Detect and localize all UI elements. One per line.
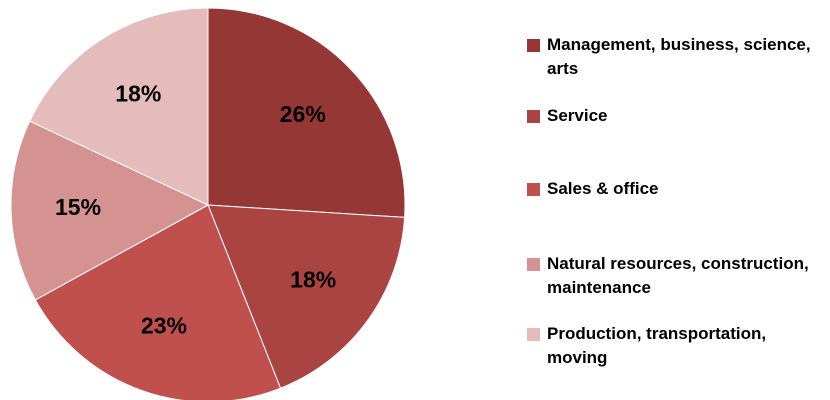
pie-slice (10, 120, 210, 301)
pie-slice (207, 7, 406, 218)
legend-label: Production, transportation, moving (547, 324, 767, 367)
legend-swatch (527, 110, 540, 123)
legend-label: Sales & office (547, 179, 659, 198)
data-label: 18% (115, 80, 161, 106)
pie-slice (207, 204, 406, 389)
legend-swatch (527, 328, 540, 341)
data-label: 23% (141, 312, 187, 338)
data-label: 15% (55, 194, 101, 220)
legend-entry: Production, transportation, moving (527, 322, 822, 370)
legend-label: Natural resources, construction, mainten… (547, 254, 809, 297)
legend-entry: Service (527, 104, 822, 128)
legend-entry: Management, business, science, arts (527, 33, 822, 81)
legend-swatch (527, 183, 540, 196)
legend-entry: Sales & office (527, 177, 822, 201)
legend-entry: Natural resources, construction, mainten… (527, 252, 822, 300)
legend-label: Service (547, 106, 608, 125)
legend-swatch (527, 39, 540, 52)
pie-slice (34, 204, 282, 400)
data-label: 26% (280, 101, 326, 127)
legend-swatch (527, 258, 540, 271)
pie-slice (29, 7, 209, 206)
legend-label: Management, business, science, arts (547, 35, 811, 78)
data-label: 18% (290, 267, 336, 293)
